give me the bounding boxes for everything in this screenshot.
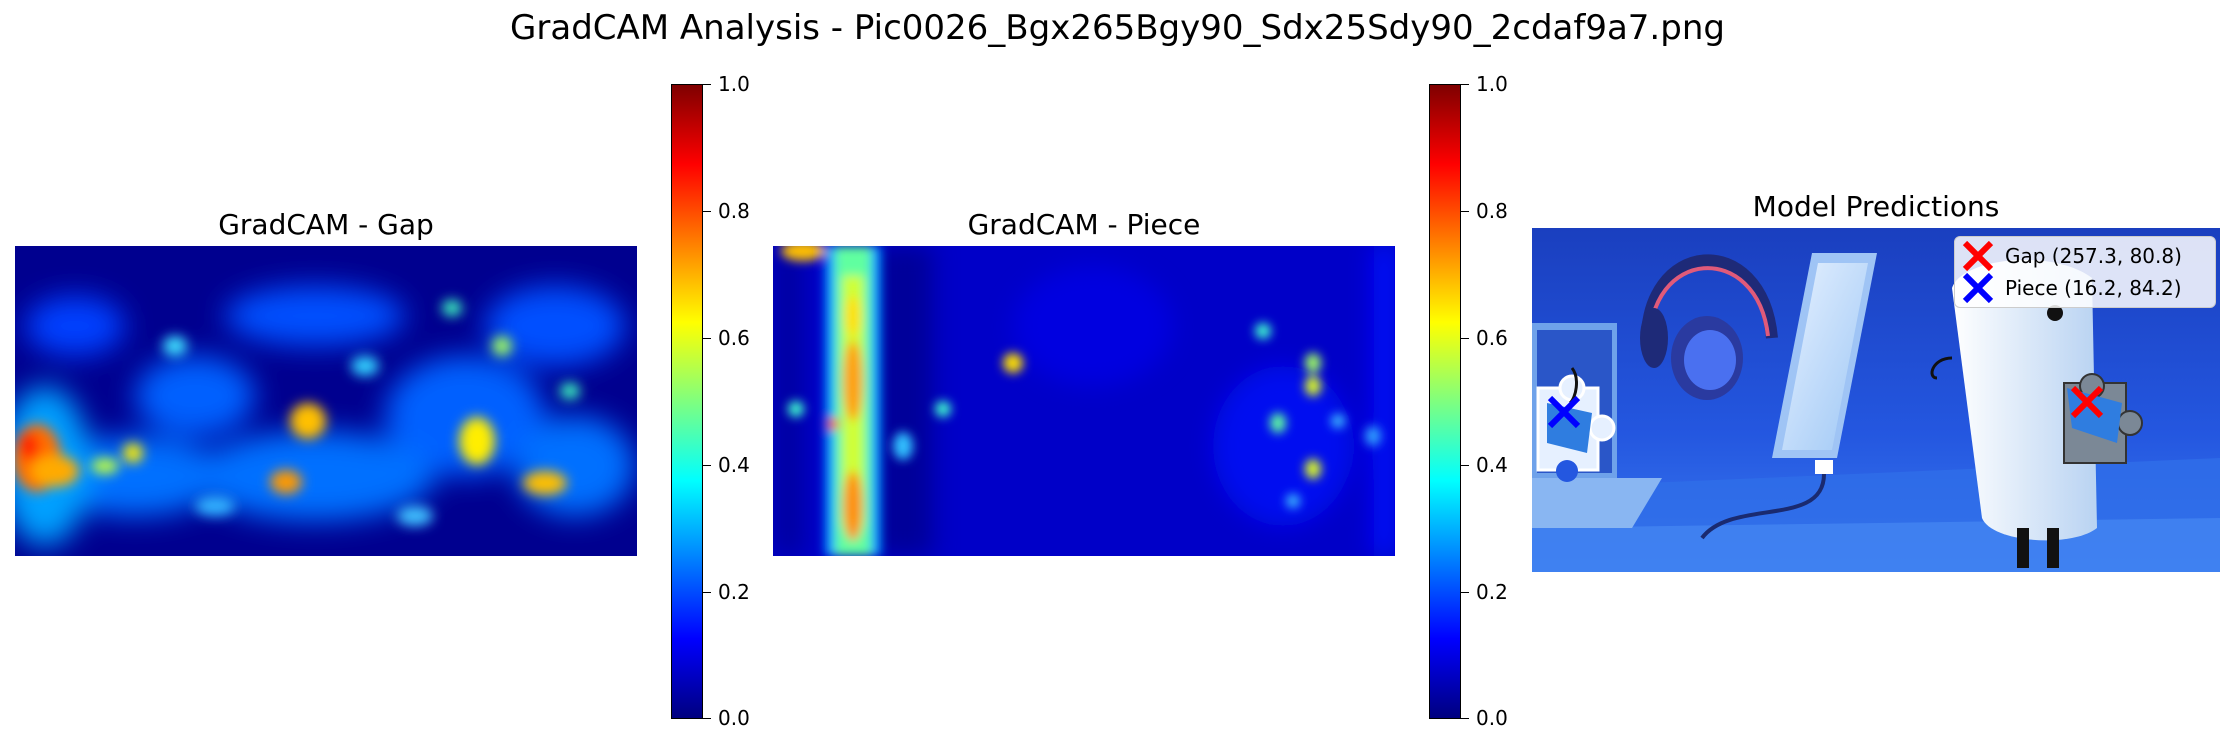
piece-colorbar [1429, 84, 1461, 719]
piece-marker [1547, 395, 1581, 429]
gap-colorbar-tick: 0.2 [718, 580, 750, 604]
piece-heatmap [773, 246, 1395, 556]
figure-title: GradCAM Analysis - Pic0026_Bgx265Bgy90_S… [510, 8, 1725, 48]
legend-entry-piece: Piece (16.2, 84.2) [1961, 273, 2182, 303]
gap-heatmap [15, 246, 637, 556]
gap-colorbar-tick: 1.0 [718, 72, 750, 96]
piece-heatmap-image [773, 246, 1395, 556]
gap-colorbar [671, 84, 703, 719]
x-icon [1962, 241, 1994, 271]
predictions-title: Model Predictions [1752, 190, 2000, 223]
piece-colorbar-tick: 0.2 [1476, 580, 1508, 604]
tablet-shape [1700, 253, 1877, 540]
piece-colorbar-tick: 0.0 [1476, 706, 1508, 730]
legend-label-gap: Gap (257.3, 80.8) [2005, 244, 2182, 268]
gap-colorbar-tick: 0.8 [718, 199, 750, 223]
piece-colorbar-tick: 0.6 [1476, 326, 1508, 350]
gap-heatmap-title: GradCAM - Gap [218, 208, 434, 241]
legend-label-piece: Piece (16.2, 84.2) [2005, 276, 2182, 300]
captcha-image [1532, 228, 2220, 572]
piece-heatmap-title: GradCAM - Piece [967, 208, 1201, 241]
gap-heatmap-image [15, 246, 637, 556]
predictions-image-panel: Gap (257.3, 80.8) Piece (16.2, 84.2) [1532, 228, 2220, 572]
gap-colorbar-tick: 0.4 [718, 453, 750, 477]
x-icon [1962, 273, 1994, 303]
piece-colorbar-tick: 1.0 [1476, 72, 1508, 96]
legend: Gap (257.3, 80.8) Piece (16.2, 84.2) [1954, 236, 2216, 308]
gap-colorbar-tick: 0.0 [718, 706, 750, 730]
legend-entry-gap: Gap (257.3, 80.8) [1961, 241, 2182, 271]
headphones-shape [1640, 254, 1778, 400]
gap-colorbar-tick: 0.6 [718, 326, 750, 350]
piece-colorbar-tick: 0.4 [1476, 453, 1508, 477]
gap-marker [2070, 385, 2104, 419]
piece-colorbar-tick: 0.8 [1476, 199, 1508, 223]
